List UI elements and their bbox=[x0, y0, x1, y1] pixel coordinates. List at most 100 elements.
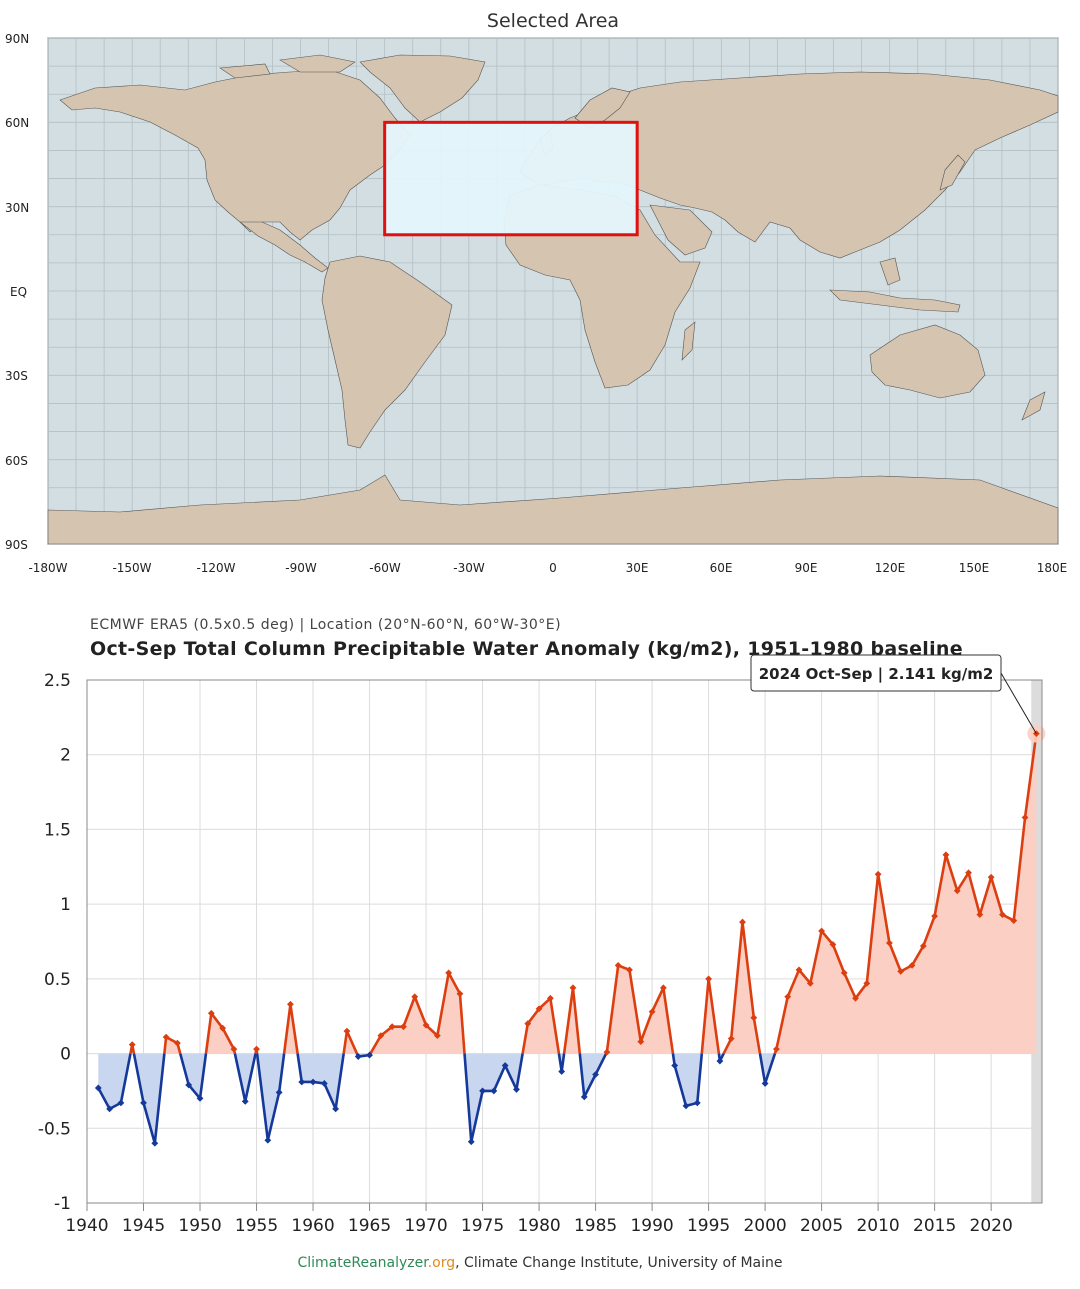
data-point bbox=[886, 939, 893, 947]
new-zealand-land bbox=[1021, 391, 1046, 421]
x-tick-label: 1955 bbox=[235, 1216, 278, 1236]
map-longitude-labels: -180W -150W -120W -90W -60W -30W 0 30E 6… bbox=[28, 561, 1067, 575]
data-point bbox=[840, 969, 848, 977]
positive-anomaly-area bbox=[205, 1013, 235, 1054]
data-point bbox=[739, 918, 746, 926]
y-tick-label: 2 bbox=[60, 746, 71, 766]
data-point bbox=[422, 1021, 430, 1029]
tooltip-box bbox=[750, 654, 1002, 692]
southeast-asia-islands-land bbox=[829, 257, 961, 313]
negative-anomaly-area bbox=[297, 1053, 344, 1109]
lon-label: -90W bbox=[285, 561, 317, 575]
plot-frame bbox=[86, 679, 1043, 1204]
data-point bbox=[411, 993, 419, 1001]
data-point bbox=[1032, 730, 1040, 738]
data-point bbox=[626, 966, 633, 974]
data-point bbox=[705, 975, 712, 983]
data-point bbox=[897, 967, 905, 975]
lat-label: 60S bbox=[5, 454, 28, 468]
data-point bbox=[942, 851, 950, 859]
data-point bbox=[750, 1014, 758, 1022]
lon-label: 120E bbox=[875, 561, 906, 575]
data-point bbox=[162, 1033, 170, 1041]
negative-anomaly-area bbox=[672, 1053, 702, 1106]
tooltip-text: 2024 Oct-Sep | 2.141 kg/m2 bbox=[759, 665, 994, 684]
x-tick-label: 2000 bbox=[743, 1216, 786, 1236]
data-point bbox=[829, 941, 837, 948]
positive-anomaly-line bbox=[369, 971, 466, 1055]
chart-series-lines bbox=[97, 733, 1038, 1145]
positive-anomaly-area bbox=[284, 1004, 298, 1054]
chart-title: Oct-Sep Total Column Precipitable Water … bbox=[90, 638, 963, 660]
x-tick-label: 2020 bbox=[970, 1216, 1013, 1236]
positive-anomaly-area bbox=[701, 978, 719, 1054]
data-point bbox=[117, 1099, 125, 1107]
data-point bbox=[852, 994, 859, 1002]
lat-label: EQ bbox=[10, 285, 27, 299]
data-point bbox=[784, 993, 792, 1001]
data-point bbox=[275, 1089, 283, 1096]
y-tick-label: -0.5 bbox=[38, 1119, 71, 1139]
negative-anomaly-line bbox=[178, 1053, 208, 1100]
map-panel: Selected Area bbox=[0, 0, 1080, 590]
data-point bbox=[558, 1068, 566, 1075]
data-point bbox=[659, 984, 667, 992]
y-tick-label: -1 bbox=[54, 1194, 71, 1214]
x-tick-label: 1940 bbox=[65, 1216, 108, 1236]
eurasia-land bbox=[519, 71, 1059, 259]
data-point bbox=[219, 1024, 227, 1032]
y-tick-label: 1 bbox=[60, 895, 71, 915]
data-point bbox=[467, 1138, 475, 1146]
x-axis-tick-labels: 1940 1945 1950 1955 1960 1965 1970 1975 1980 1985… bbox=[65, 1216, 1012, 1236]
data-point bbox=[400, 1023, 407, 1031]
greenland-land bbox=[359, 54, 486, 123]
data-point bbox=[241, 1097, 249, 1105]
data-point bbox=[603, 1048, 611, 1056]
negative-anomaly-area bbox=[257, 1053, 285, 1141]
data-point bbox=[1021, 814, 1029, 821]
y-tick-label: 1.5 bbox=[44, 820, 71, 840]
south-america-land bbox=[321, 255, 453, 449]
north-america-land bbox=[59, 69, 411, 241]
negative-anomaly-line bbox=[132, 1053, 166, 1145]
lon-label: -180W bbox=[28, 561, 67, 575]
lat-label: 60N bbox=[5, 116, 29, 130]
x-tick-label: 2005 bbox=[800, 1216, 843, 1236]
japan-land bbox=[939, 154, 966, 191]
antarctica-land bbox=[47, 474, 1059, 545]
chart-area-fills bbox=[98, 733, 1037, 1144]
x-tick-label: 1970 bbox=[404, 1216, 447, 1236]
negative-anomaly-line bbox=[255, 1053, 286, 1142]
x-tick-label: 1945 bbox=[122, 1216, 165, 1236]
data-point bbox=[987, 873, 995, 881]
positive-anomaly-area bbox=[164, 1037, 181, 1054]
x-tick-label: 2015 bbox=[913, 1216, 956, 1236]
lat-label: 30N bbox=[5, 201, 29, 215]
negative-anomaly-line bbox=[296, 1053, 345, 1111]
chart-panel: ECMWF ERA5 (0.5x0.5 deg) | Location (20°… bbox=[0, 600, 1080, 1284]
x-tick-label: 1990 bbox=[630, 1216, 673, 1236]
map-figure: Selected Area bbox=[5, 10, 1067, 575]
data-point bbox=[908, 962, 916, 969]
data-point bbox=[185, 1081, 193, 1089]
x-tick-label: 1950 bbox=[178, 1216, 221, 1236]
positive-anomaly-line bbox=[163, 1035, 182, 1054]
x-tick-label: 1995 bbox=[687, 1216, 730, 1236]
lon-label: -150W bbox=[112, 561, 151, 575]
data-point bbox=[795, 966, 803, 974]
credit-line: ClimateReanalyzer.org, Climate Change In… bbox=[297, 1255, 782, 1271]
lat-label: 90N bbox=[5, 32, 29, 46]
lon-label: -60W bbox=[369, 561, 401, 575]
chart-subtitle: ECMWF ERA5 (0.5x0.5 deg) | Location (20°… bbox=[90, 617, 561, 633]
x-tick-label: 1980 bbox=[517, 1216, 560, 1236]
data-point bbox=[863, 979, 871, 987]
lon-label: 30E bbox=[626, 561, 649, 575]
credit-site-name: ClimateReanalyzer bbox=[297, 1255, 429, 1271]
data-point bbox=[761, 1080, 769, 1087]
positive-anomaly-area bbox=[606, 965, 673, 1054]
map-latitude-labels: 90N 60N 30N EQ 30S 60S 90S bbox=[5, 32, 29, 552]
anomaly-chart: ECMWF ERA5 (0.5x0.5 deg) | Location (20°… bbox=[38, 617, 1046, 1271]
data-point bbox=[648, 1008, 656, 1016]
x-tick-label: 1965 bbox=[348, 1216, 391, 1236]
data-point bbox=[207, 1009, 215, 1017]
